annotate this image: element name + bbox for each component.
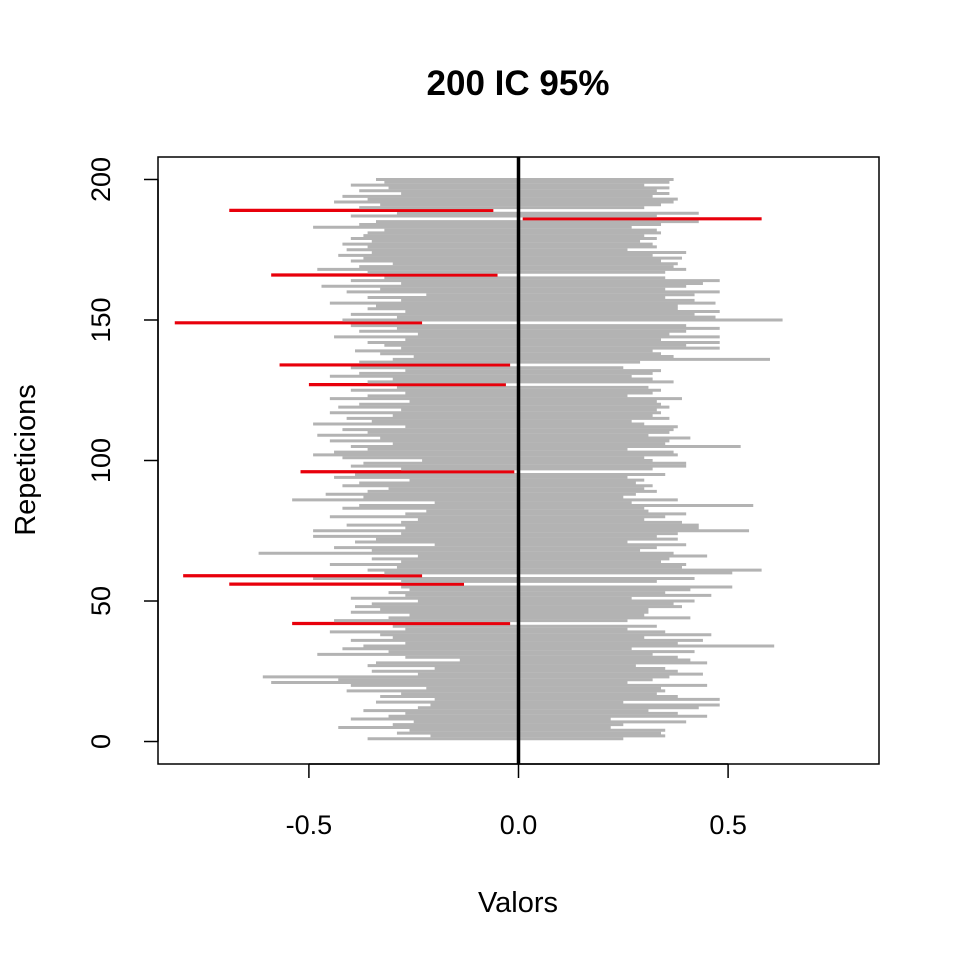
x-tick-label: -0.5 (286, 810, 333, 840)
y-axis-label: Repeticions (10, 384, 42, 536)
y-tick-label: 50 (86, 586, 116, 616)
x-tick-label: 0.0 (500, 810, 538, 840)
chart-title: 200 IC 95% (427, 64, 610, 103)
y-tick-label: 150 (86, 297, 116, 342)
y-tick-label: 200 (86, 157, 116, 202)
x-axis-label: Valors (478, 887, 558, 919)
y-tick-label: 100 (86, 438, 116, 483)
x-tick-label: 0.5 (709, 810, 747, 840)
y-tick-label: 0 (86, 734, 116, 749)
x-axis: -0.5 0.0 0.5 (286, 763, 747, 840)
y-axis: 0 50 100 150 200 (86, 157, 159, 749)
interval-lines (174, 177, 783, 741)
